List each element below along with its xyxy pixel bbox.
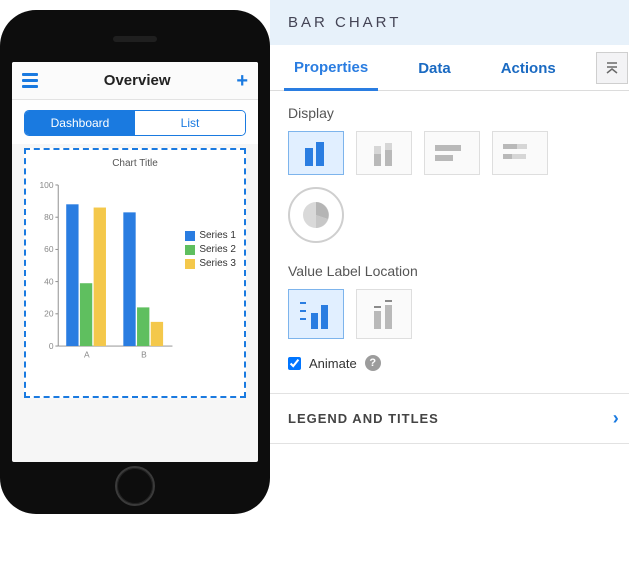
segment-dashboard[interactable]: Dashboard	[25, 111, 135, 135]
tab-properties[interactable]: Properties	[284, 45, 378, 91]
display-pie[interactable]	[288, 187, 344, 243]
help-icon[interactable]: ?	[365, 355, 381, 371]
display-horizontal-grouped[interactable]	[424, 131, 480, 175]
chevron-right-icon: ›	[613, 408, 620, 429]
animate-row: Animate ?	[270, 345, 629, 381]
svg-text:20: 20	[44, 309, 54, 319]
bar-chart: 0 20 40 60 80 100 A B	[32, 173, 238, 373]
chart-container[interactable]: Chart Title 0 20 40 60 80 100 A B Series 1Serie…	[24, 148, 246, 398]
value-label-inside[interactable]	[356, 289, 412, 339]
phone-speaker	[113, 36, 157, 42]
value-label-location-label: Value Label Location	[288, 263, 620, 279]
animate-checkbox[interactable]	[288, 357, 301, 370]
phone-frame: Overview + Dashboard List Chart Title 0 2…	[0, 10, 270, 514]
display-vertical-stacked[interactable]	[356, 131, 412, 175]
value-label-outside[interactable]	[288, 289, 344, 339]
expand-icon[interactable]	[596, 52, 628, 84]
display-label: Display	[288, 105, 620, 121]
preview-panel: Overview + Dashboard List Chart Title 0 2…	[0, 0, 270, 568]
display-section: Display	[270, 91, 629, 249]
chart-title: Chart Title	[32, 158, 238, 169]
svg-text:0: 0	[49, 341, 54, 351]
phone-screen: Overview + Dashboard List Chart Title 0 2…	[12, 62, 258, 462]
animate-label: Animate	[309, 356, 357, 371]
segmented-control[interactable]: Dashboard List	[24, 110, 246, 136]
display-horizontal-stacked[interactable]	[492, 131, 548, 175]
tab-data[interactable]: Data	[408, 46, 461, 89]
segment-list[interactable]: List	[135, 111, 245, 135]
hamburger-icon[interactable]	[22, 73, 38, 88]
svg-text:A: A	[84, 349, 90, 359]
value-label-section: Value Label Location	[270, 249, 629, 345]
chart-legend: Series 1Series 2Series 3	[185, 230, 236, 272]
svg-text:40: 40	[44, 276, 54, 286]
legend-and-titles-accordion[interactable]: LEGEND AND TITLES ›	[270, 393, 629, 444]
tab-actions[interactable]: Actions	[491, 46, 566, 89]
app-bar: Overview +	[12, 62, 258, 100]
properties-panel: BAR CHART Properties Data Actions Displa…	[270, 0, 629, 568]
panel-header: BAR CHART	[270, 0, 629, 45]
legend-and-titles-label: LEGEND AND TITLES	[288, 411, 439, 426]
display-vertical-grouped[interactable]	[288, 131, 344, 175]
svg-text:B: B	[141, 349, 147, 359]
svg-text:100: 100	[40, 180, 54, 190]
panel-tabs: Properties Data Actions	[270, 45, 629, 91]
add-icon[interactable]: +	[236, 71, 248, 91]
app-title: Overview	[104, 72, 171, 89]
svg-text:80: 80	[44, 212, 54, 222]
svg-text:60: 60	[44, 244, 54, 254]
phone-home-button[interactable]	[115, 466, 155, 506]
